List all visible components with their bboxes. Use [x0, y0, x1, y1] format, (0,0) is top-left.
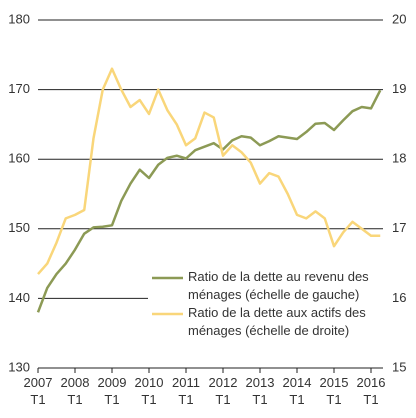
- x-tick-label: 2016 T1: [357, 375, 386, 407]
- y-tick-label: 170: [8, 81, 30, 96]
- y2-tick-label: 18: [392, 151, 406, 166]
- legend-label: Ratio de la dette aux actifs des ménages …: [188, 305, 366, 338]
- y2-tick-label: 20: [392, 11, 406, 26]
- x-tick-label: 2008 T1: [61, 375, 90, 407]
- x-tick-label: 2015 T1: [320, 375, 349, 407]
- y2-tick-label: 15: [392, 359, 406, 374]
- x-tick-label: 2011 T1: [172, 375, 200, 407]
- x-tick-label: 2014 T1: [283, 375, 312, 407]
- y2-tick-label: 16: [392, 290, 406, 305]
- legend: Ratio de la dette au revenu des ménages (…: [148, 268, 383, 342]
- x-tick-label: 2012 T1: [209, 375, 238, 407]
- series-line: [37, 67, 381, 275]
- y-tick-label: 180: [8, 11, 30, 26]
- y-tick-label: 130: [8, 359, 30, 374]
- x-tick-label: 2009 T1: [98, 375, 127, 407]
- x-tick-label: 2010 T1: [135, 375, 164, 407]
- legend-background: [148, 268, 383, 342]
- y2-tick-label: 19: [392, 81, 406, 96]
- y-tick-label: 160: [8, 151, 30, 166]
- x-tick-label: 2013 T1: [246, 375, 275, 407]
- legend-label: Ratio de la dette au revenu des ménages (…: [188, 269, 369, 302]
- y-tick-label: 150: [8, 220, 30, 235]
- y2-tick-label: 17: [392, 220, 406, 235]
- y-tick-label: 140: [8, 290, 30, 305]
- series-line: [36, 89, 382, 313]
- x-tick-label: 2007 T1: [24, 375, 53, 407]
